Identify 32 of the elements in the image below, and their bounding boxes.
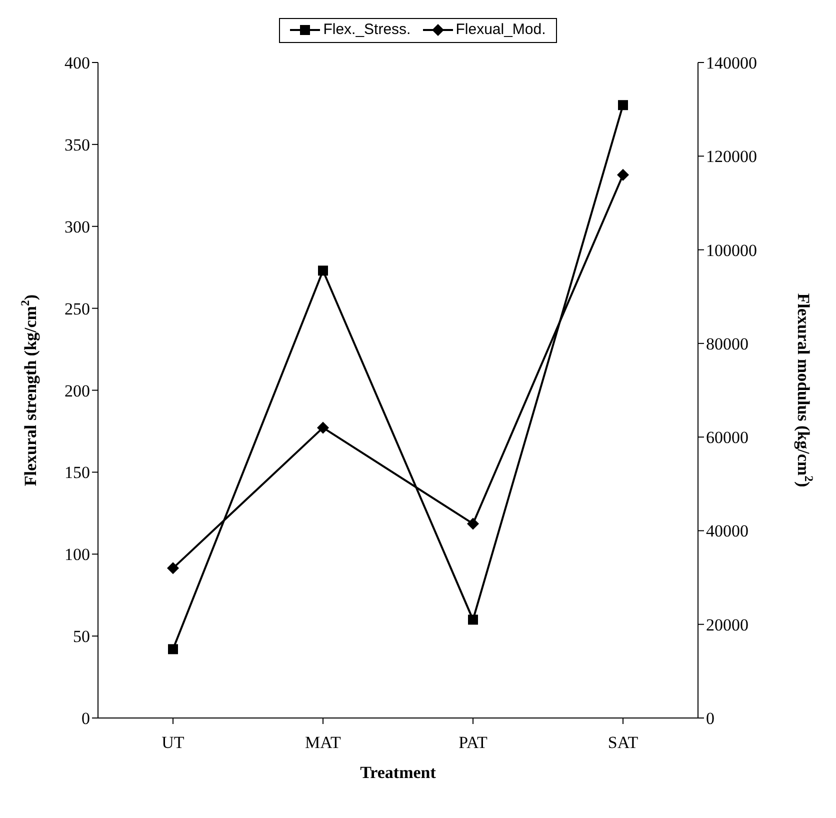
y2-tick-label: 40000 [706,522,748,541]
point [468,614,478,625]
point [167,562,179,574]
y-tick-label: 350 [64,135,90,154]
legend-label: Flexual_Mod. [456,21,546,38]
point [168,644,178,654]
point [467,518,479,530]
y2-tick-label: 0 [706,709,714,728]
y-tick-label: 300 [64,217,90,236]
y-tick-label: 50 [73,627,90,646]
y2-tick-label: 80000 [706,334,748,354]
point [617,168,629,181]
y-tick-label: 0 [82,709,90,728]
y2-tick-label: 60000 [706,428,748,448]
x-axis-title: Treatment [360,763,436,782]
y-tick-label: 250 [64,299,90,318]
y2-tick-label: 140000 [706,54,757,73]
point [317,422,329,434]
x-tick-label: SAT [608,733,639,752]
x-tick-label: PAT [458,733,488,752]
x-tick-label: UT [162,733,185,752]
x-tick-label: MAT [305,733,342,752]
y-tick-label: 150 [64,463,90,482]
point [618,100,628,110]
y2-tick-label: 20000 [706,615,748,634]
y2-tick-label: 100000 [706,240,757,260]
y-tick-label: 200 [64,381,90,400]
legend-label: Flex._Stress. [323,21,411,38]
y-tick-label: 100 [64,545,90,564]
point [318,266,328,276]
y2-tick-label: 120000 [706,147,757,166]
y-tick-label: 400 [64,54,90,73]
